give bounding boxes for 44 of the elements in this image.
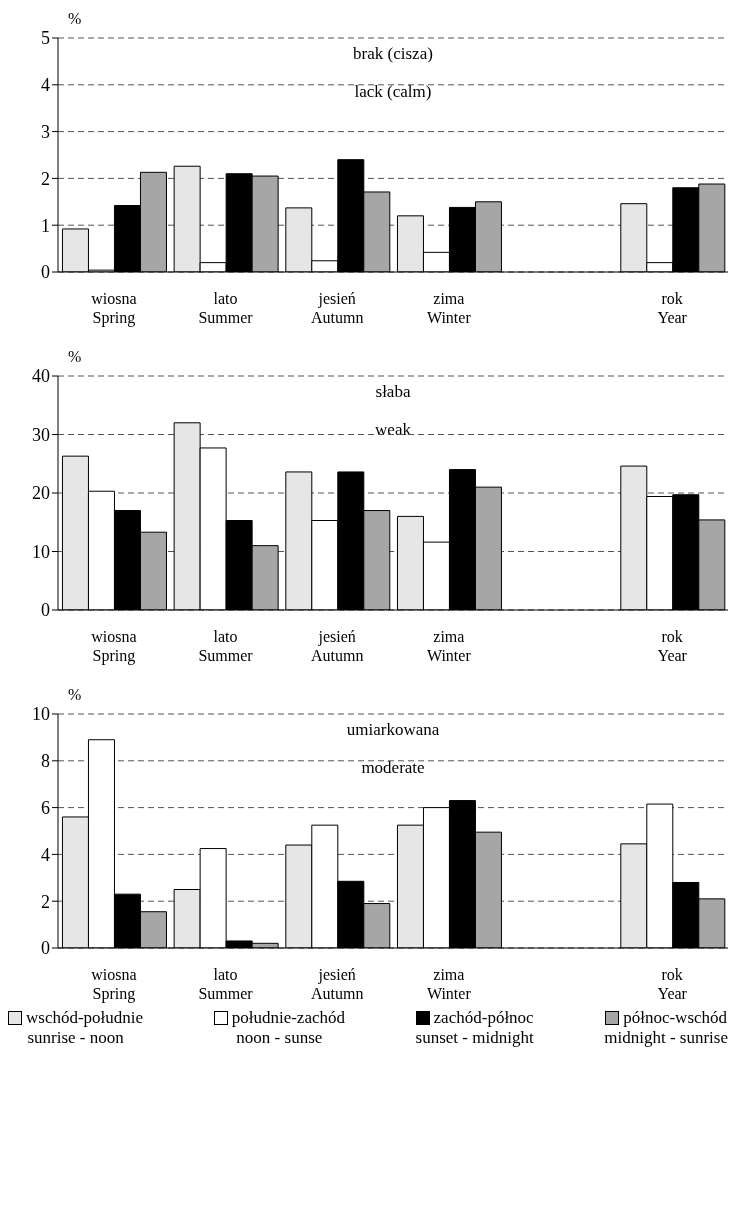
y-tick-label: 30 — [32, 424, 50, 445]
x-tick-label: wiosna Spring — [91, 966, 137, 1003]
x-tick-label: jesień Autumn — [310, 966, 364, 1002]
y-tick-label: 5 — [41, 28, 50, 49]
y-tick-label: 40 — [32, 366, 50, 387]
y-tick-label: 0 — [41, 262, 50, 283]
x-tick-label: lato Summer — [198, 628, 254, 664]
y-tick-label: 2 — [41, 168, 50, 189]
y-axis-title: % — [68, 10, 82, 28]
legend-label: północ-wschód midnight - sunrise — [604, 1008, 728, 1048]
annotation: brak (cisza) — [349, 44, 437, 64]
y-tick-label: 10 — [32, 704, 50, 725]
x-tick-label: jesień Autumn — [310, 628, 364, 664]
y-tick-label: 8 — [41, 751, 50, 772]
y-tick-label: 20 — [32, 483, 50, 504]
y-tick-label: 3 — [41, 121, 50, 142]
x-tick-label: zima Winter — [426, 290, 472, 326]
y-tick-label: 4 — [41, 75, 50, 96]
y-axis-title: % — [68, 686, 82, 704]
x-tick-label: wiosna Spring — [91, 290, 137, 327]
y-tick-label: 6 — [41, 797, 50, 818]
y-tick-label: 1 — [41, 215, 50, 236]
legend-label: południe-zachód noon - sunse — [231, 1008, 345, 1048]
x-tick-label: lato Summer — [198, 966, 254, 1002]
x-tick-label: jesień Autumn — [310, 290, 364, 326]
y-tick-label: 10 — [32, 541, 50, 562]
legend-label: zachód-północ sunset - midnight — [415, 1008, 534, 1048]
annotation: lack (calm) — [350, 82, 436, 102]
annotation: umiarkowana — [342, 720, 444, 740]
y-tick-label: 2 — [41, 891, 50, 912]
x-tick-label: rok Year — [657, 628, 688, 664]
x-tick-label: rok Year — [657, 290, 688, 326]
y-tick-label: 0 — [41, 600, 50, 621]
annotation: słaba — [371, 382, 415, 402]
y-tick-label: 0 — [41, 938, 50, 959]
x-tick-label: rok Year — [657, 966, 688, 1002]
y-axis-title: % — [68, 348, 82, 366]
y-tick-label: 4 — [41, 844, 50, 865]
x-tick-label: zima Winter — [426, 966, 472, 1002]
x-tick-label: wiosna Spring — [91, 628, 137, 665]
x-tick-label: lato Summer — [198, 290, 254, 326]
x-tick-label: zima Winter — [426, 628, 472, 664]
legend-label: wschód-południe sunrise - noon — [26, 1008, 144, 1048]
annotation: moderate — [357, 758, 429, 778]
